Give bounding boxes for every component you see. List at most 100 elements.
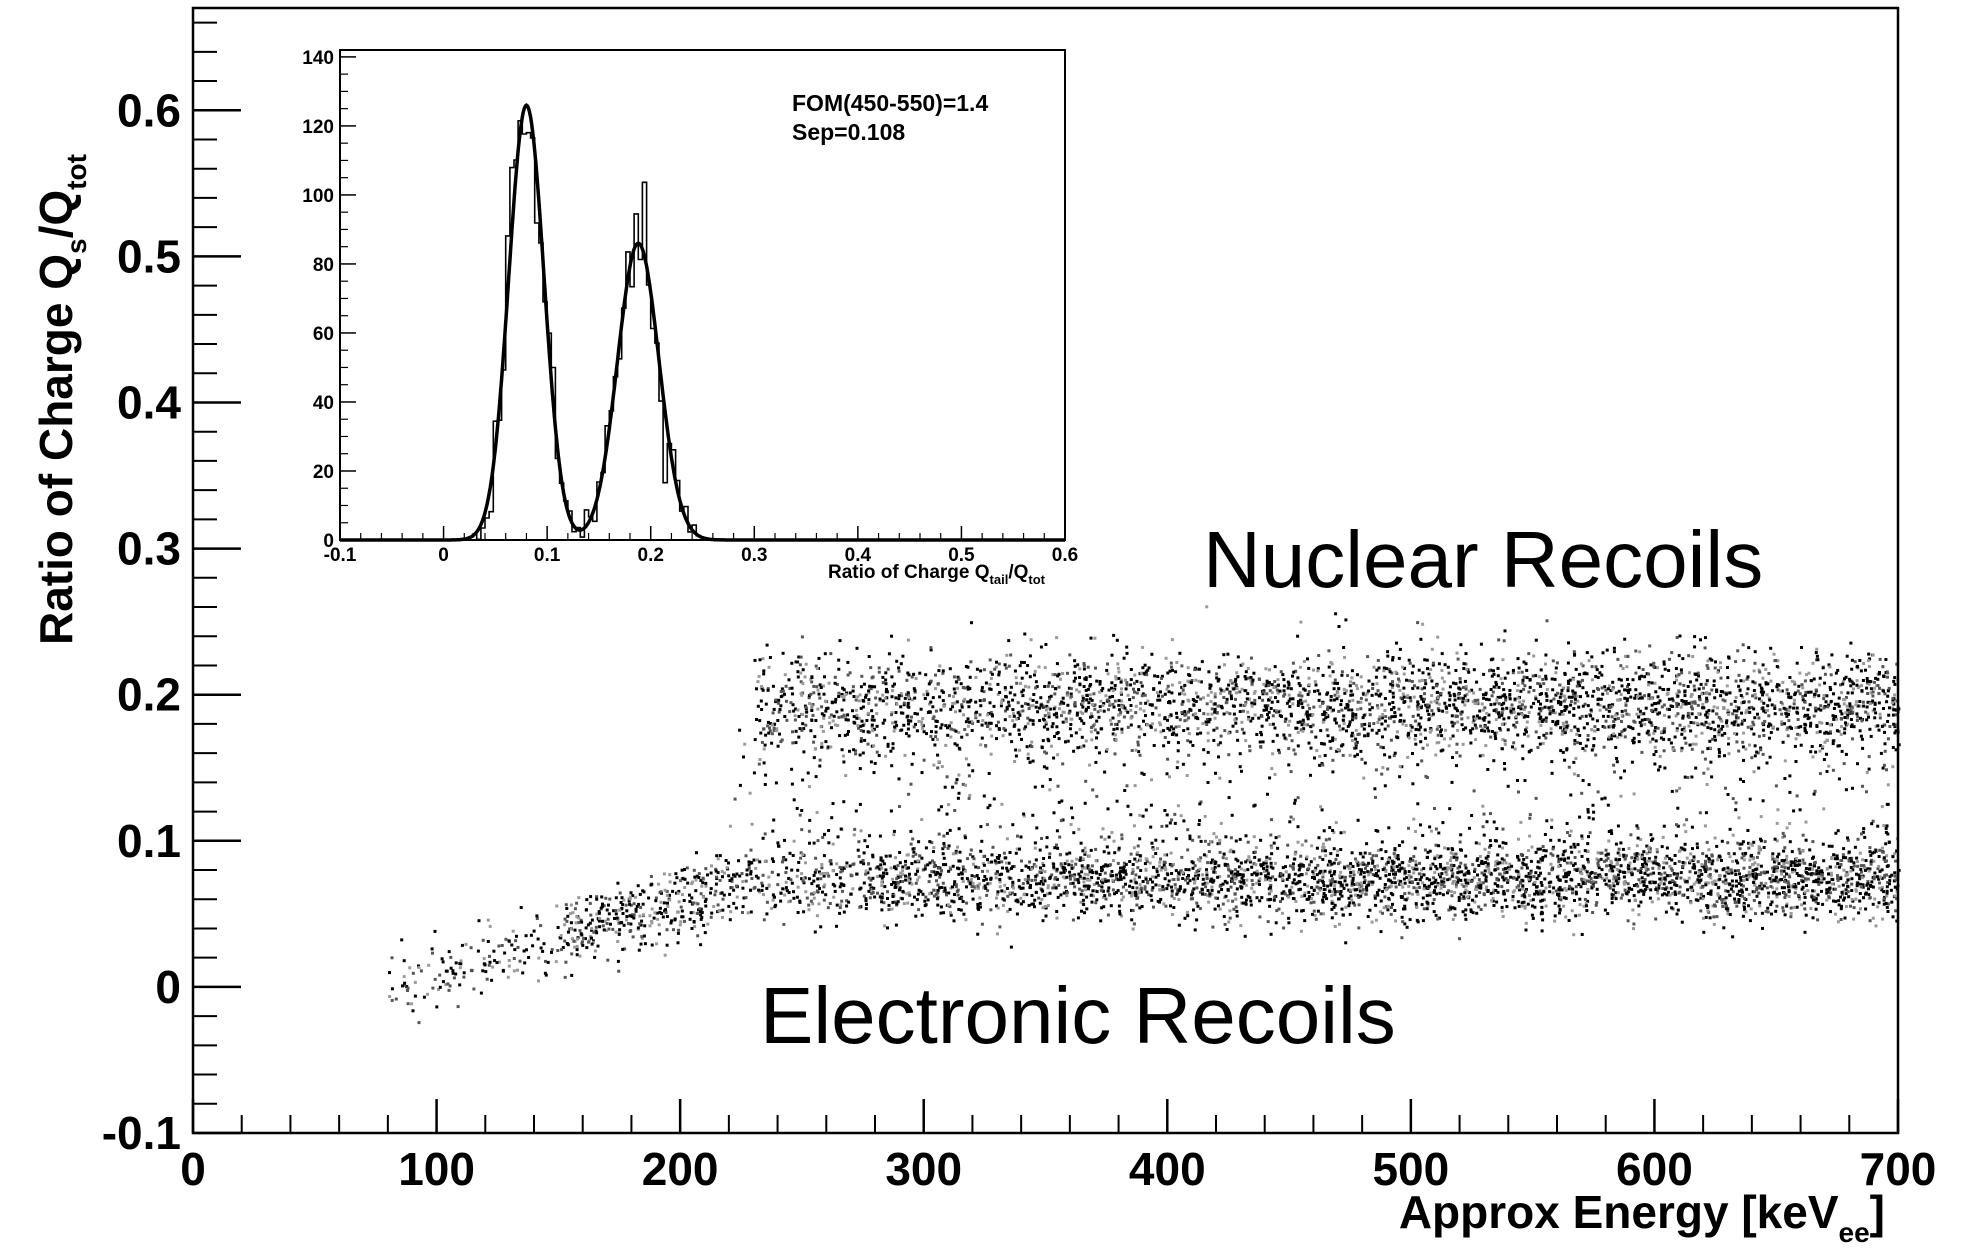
scatter-point: [1416, 920, 1420, 924]
scatter-point: [1535, 885, 1539, 889]
scatter-point: [1250, 886, 1254, 890]
scatter-point: [1471, 911, 1475, 915]
scatter-point: [1893, 885, 1897, 889]
scatter-point: [1433, 857, 1437, 861]
scatter-point: [913, 696, 917, 700]
scatter-point: [1030, 878, 1034, 882]
scatter-point: [1588, 875, 1592, 879]
scatter-point: [1129, 879, 1133, 883]
scatter-point: [1134, 881, 1138, 885]
scatter-point: [1021, 886, 1025, 890]
scatter-point: [796, 911, 800, 914]
scatter-point: [1232, 850, 1236, 854]
scatter-point: [1626, 688, 1629, 692]
scatter-point: [1322, 718, 1326, 722]
scatter-point: [513, 948, 517, 952]
scatter-point: [1338, 874, 1342, 878]
scatter-point: [1476, 698, 1480, 702]
scatter-point: [1045, 892, 1049, 896]
scatter-point: [692, 920, 696, 923]
scatter-point: [1783, 896, 1787, 899]
scatter-point: [1052, 867, 1056, 871]
scatter-point: [1572, 933, 1576, 937]
scatter-point: [870, 892, 874, 896]
scatter-point: [1758, 901, 1762, 905]
scatter-point: [1328, 860, 1332, 864]
scatter-point: [695, 911, 699, 915]
scatter-point: [1477, 884, 1481, 888]
scatter-point: [1599, 697, 1603, 701]
scatter-point: [1828, 865, 1832, 869]
scatter-point: [986, 869, 990, 873]
scatter-point: [1791, 867, 1794, 871]
scatter-point: [1505, 905, 1509, 909]
scatter-point: [1300, 873, 1304, 877]
scatter-point: [901, 872, 905, 876]
scatter-point: [932, 888, 936, 892]
scatter-point: [787, 678, 791, 682]
scatter-point: [833, 889, 837, 893]
scatter-point: [1175, 711, 1178, 715]
scatter-point: [1839, 895, 1842, 899]
scatter-point: [890, 883, 894, 886]
scatter-point: [1523, 904, 1527, 908]
scatter-point: [1586, 849, 1590, 853]
scatter-point: [1394, 919, 1397, 923]
scatter-point: [1325, 897, 1329, 901]
scatter-point: [1283, 892, 1287, 896]
scatter-point: [1033, 846, 1037, 850]
scatter-point: [1485, 885, 1489, 889]
scatter-point: [961, 879, 965, 883]
scatter-point: [1177, 923, 1181, 927]
scatter-point: [688, 893, 691, 897]
scatter-point: [1812, 895, 1816, 899]
scatter-point: [1450, 874, 1454, 878]
scatter-point: [1536, 865, 1540, 869]
scatter-point: [1836, 862, 1840, 866]
scatter-point: [1387, 667, 1391, 671]
scatter-point: [1517, 858, 1521, 862]
scatter-point: [812, 896, 816, 900]
scatter-point: [931, 859, 934, 863]
scatter-point: [1228, 916, 1232, 920]
scatter-point: [1674, 667, 1678, 670]
scatter-point: [1883, 875, 1886, 879]
scatter-point: [807, 908, 811, 912]
scatter-point: [1616, 873, 1620, 877]
scatter-point: [628, 930, 632, 933]
scatter-point: [1841, 883, 1845, 887]
scatter-point: [634, 909, 638, 913]
scatter-point: [1111, 878, 1115, 882]
scatter-point: [1408, 918, 1412, 922]
scatter-point: [390, 987, 394, 991]
scatter-point: [1517, 872, 1521, 876]
scatter-point: [1675, 884, 1679, 887]
scatter-point: [1680, 920, 1684, 924]
scatter-point: [914, 852, 918, 856]
scatter-point: [1199, 856, 1203, 860]
scatter-point: [1662, 861, 1666, 865]
scatter-point: [660, 912, 664, 915]
scatter-point: [1677, 654, 1681, 658]
scatter-point: [1135, 896, 1139, 900]
scatter-point: [666, 905, 670, 908]
scatter-point: [1080, 864, 1084, 868]
scatter-point: [1542, 898, 1546, 902]
scatter-point: [1501, 846, 1504, 850]
scatter-point: [1293, 857, 1297, 861]
scatter-point: [1477, 878, 1481, 882]
scatter-point: [1054, 886, 1058, 890]
scatter-point: [621, 912, 625, 915]
scatter-point: [801, 853, 805, 856]
scatter-point: [615, 916, 619, 920]
scatter-point: [715, 854, 719, 858]
scatter-point: [693, 875, 697, 879]
scatter-point: [1862, 864, 1866, 868]
scatter-point: [1207, 842, 1211, 846]
scatter-point: [1459, 861, 1463, 865]
scatter-point: [1321, 849, 1324, 853]
scatter-point: [1235, 914, 1239, 918]
scatter-point: [1836, 878, 1840, 882]
scatter-point: [1163, 877, 1167, 881]
scatter-point: [1868, 896, 1872, 900]
